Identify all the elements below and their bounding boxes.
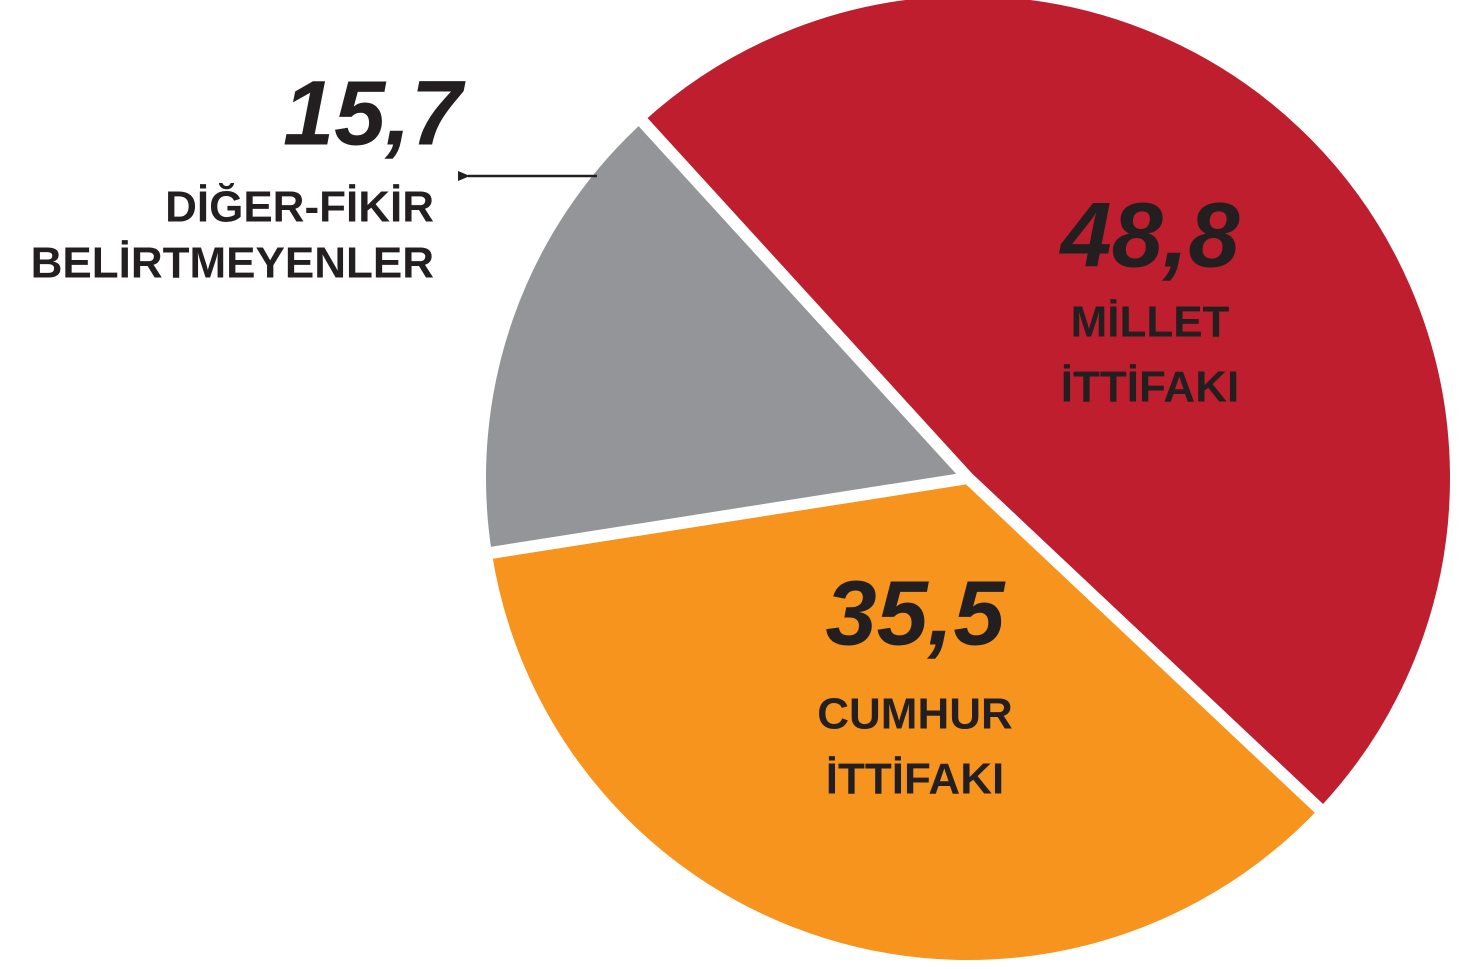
- category-label: MİLLET: [1071, 298, 1230, 347]
- category-label: İTTİFAKI: [1061, 363, 1239, 412]
- category-label: DİĞER-FİKİR: [165, 182, 434, 232]
- pie-slice: [630, 0, 1459, 822]
- category-label: CUMHUR: [817, 690, 1013, 739]
- category-label: İTTİFAKI: [826, 755, 1004, 804]
- value-label: 48,8: [1058, 184, 1240, 286]
- category-label: BELİRTMEYENLER: [31, 239, 434, 288]
- pie-slice: [479, 471, 1332, 969]
- value-label: 15,7: [283, 62, 466, 164]
- value-label: 35,5: [825, 562, 1006, 664]
- pie-slice: [474, 109, 980, 561]
